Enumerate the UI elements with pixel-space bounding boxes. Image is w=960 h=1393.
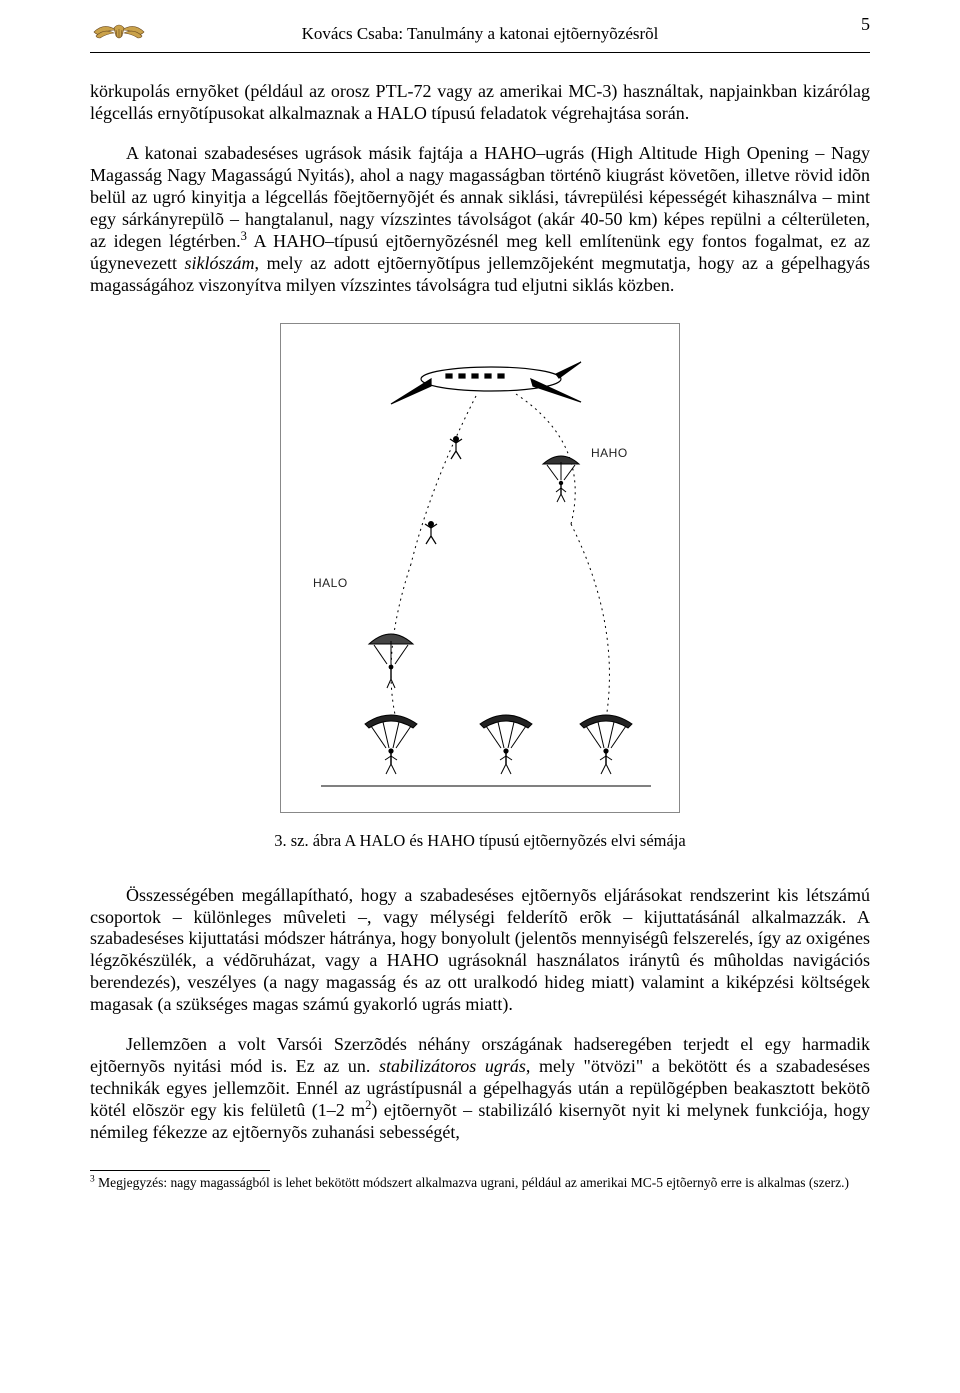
figure-3-caption: 3. sz. ábra A HALO és HAHO típusú ejtõer… — [274, 831, 686, 851]
paragraph-3-text: Összességében megállapítható, hogy a sza… — [90, 885, 870, 1015]
halo-haho-diagram-icon — [281, 324, 681, 814]
running-head-text: Kovács Csaba: Tanulmány a katonai ejtõer… — [302, 24, 659, 44]
running-head: Kovács Csaba: Tanulmány a katonai ejtõer… — [90, 24, 870, 48]
paragraph-4: Jellemzõen a volt Varsói Szerzõdés néhán… — [90, 1034, 870, 1144]
paragraph-2: A katonai szabadeséses ugrások másik faj… — [90, 143, 870, 297]
header-rule — [90, 52, 870, 53]
wings-emblem-icon — [90, 18, 148, 53]
paragraph-1-text: körkupolás ernyõket (például az orosz PT… — [90, 81, 870, 123]
paragraph-3: Összességében megállapítható, hogy a sza… — [90, 885, 870, 1017]
paragraph-4-italic: stabilizátoros ugrás — [379, 1056, 526, 1076]
page: Kovács Csaba: Tanulmány a katonai ejtõer… — [0, 0, 960, 1393]
figure-3: HAHO HALO 3. sz. ábra A HALO és HAHO típ… — [90, 323, 870, 875]
footnote-text: Megjegyzés: nagy magasságból is lehet be… — [95, 1175, 849, 1190]
figure-3-frame: HAHO HALO — [280, 323, 680, 813]
figure-label-haho: HAHO — [591, 446, 628, 460]
figure-label-halo: HALO — [313, 576, 348, 590]
page-number: 5 — [861, 14, 870, 35]
footnote-rule — [90, 1170, 270, 1171]
paragraph-2-italic: siklószám — [185, 253, 255, 273]
paragraph-1: körkupolás ernyõket (például az orosz PT… — [90, 81, 870, 125]
footnote-3: 3 Megjegyzés: nagy magasságból is lehet … — [90, 1175, 870, 1191]
